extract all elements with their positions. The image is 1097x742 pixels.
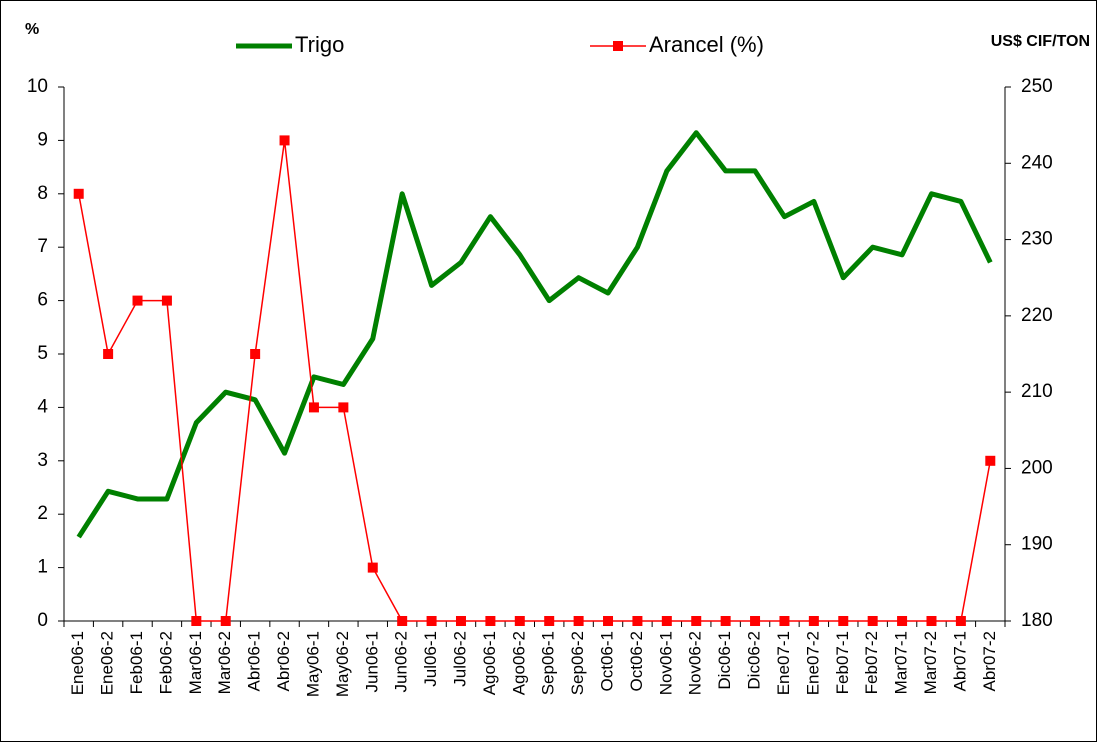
y2-tick-label: 240 xyxy=(1021,152,1053,173)
y-tick-label: 3 xyxy=(37,450,48,471)
series-marker xyxy=(897,616,908,626)
x-tick-label: Ene06-1 xyxy=(68,631,87,695)
series-marker xyxy=(250,349,261,359)
x-tick-label: Nov06-2 xyxy=(686,631,705,695)
series-marker xyxy=(426,616,437,626)
y-tick-label: 9 xyxy=(37,129,48,150)
x-tick-label: Sep06-1 xyxy=(539,631,558,695)
x-tick-label: Oct06-2 xyxy=(627,631,646,691)
x-tick-label: Dic06-1 xyxy=(715,631,734,690)
series-marker xyxy=(544,616,555,626)
x-tick-label: Oct06-1 xyxy=(598,631,617,691)
series-marker xyxy=(514,616,525,626)
x-tick-label: Mar07-1 xyxy=(892,631,911,694)
x-tick-label: Sep06-2 xyxy=(568,631,587,695)
y-axis-label: % xyxy=(25,21,39,38)
y2-tick-label: 180 xyxy=(1021,610,1053,631)
series-marker xyxy=(808,616,819,626)
x-tick-label: Dic06-2 xyxy=(745,631,764,690)
series-marker xyxy=(838,616,849,626)
series-marker xyxy=(779,616,790,626)
y-tick-label: 10 xyxy=(27,76,48,97)
series-marker xyxy=(661,616,672,626)
y2-axis-label: US$ CIF/TON xyxy=(991,33,1090,50)
x-tick-label: Abr07-2 xyxy=(980,631,999,691)
series-marker xyxy=(750,616,761,626)
series-marker xyxy=(485,616,496,626)
y-tick-label: 6 xyxy=(37,290,48,311)
series-marker xyxy=(132,295,143,306)
series-marker xyxy=(720,616,731,626)
series-marker xyxy=(161,295,172,306)
x-tick-label: Mar06-2 xyxy=(215,631,234,694)
series-marker xyxy=(867,616,878,626)
x-tick-label: Mar07-2 xyxy=(921,631,940,694)
x-tick-label: May06-2 xyxy=(333,631,352,697)
y-tick-label: 5 xyxy=(37,343,48,364)
y2-tick-label: 230 xyxy=(1021,229,1053,250)
legend-label: Arancel (%) xyxy=(649,32,764,57)
x-tick-label: Jul06-2 xyxy=(450,631,469,687)
y2-tick-label: 220 xyxy=(1021,305,1053,326)
x-tick-label: May06-1 xyxy=(303,631,322,697)
series-marker xyxy=(573,616,584,626)
x-tick-label: Ene07-1 xyxy=(774,631,793,695)
series-marker xyxy=(279,135,290,146)
series-marker xyxy=(308,402,319,413)
x-tick-label: Feb06-2 xyxy=(156,631,175,694)
y-tick-label: 8 xyxy=(37,183,48,204)
series-marker xyxy=(632,616,643,626)
series-marker xyxy=(367,562,378,573)
series-marker xyxy=(603,616,614,626)
series-line xyxy=(76,130,993,539)
y-tick-label: 2 xyxy=(37,503,48,524)
x-tick-label: Jun06-2 xyxy=(392,631,411,692)
y-tick-label: 4 xyxy=(37,396,48,417)
series-marker xyxy=(103,349,114,359)
x-tick-label: Abr06-1 xyxy=(245,631,264,691)
x-tick-label: Abr07-1 xyxy=(950,631,969,691)
series-marker xyxy=(73,188,84,199)
series-marker xyxy=(455,616,466,626)
y2-tick-label: 250 xyxy=(1021,76,1053,97)
series-marker xyxy=(985,455,996,466)
x-tick-label: Jul06-1 xyxy=(421,631,440,687)
x-tick-label: Ene06-2 xyxy=(98,631,117,695)
legend-marker xyxy=(613,41,623,51)
series-marker xyxy=(691,616,702,626)
y-tick-label: 1 xyxy=(37,557,48,578)
x-tick-label: Nov06-1 xyxy=(656,631,675,695)
x-tick-label: Ago06-1 xyxy=(480,631,499,695)
y2-tick-label: 210 xyxy=(1021,381,1053,402)
x-tick-label: Abr06-2 xyxy=(274,631,293,691)
x-tick-label: Mar06-1 xyxy=(186,631,205,694)
x-tick-label: Jun06-1 xyxy=(362,631,381,692)
x-tick-label: Ago06-2 xyxy=(509,631,528,695)
x-tick-label: Feb06-1 xyxy=(127,631,146,694)
legend-label: Trigo xyxy=(295,32,344,57)
series-marker xyxy=(955,616,966,626)
series-marker xyxy=(191,616,202,626)
x-tick-label: Feb07-1 xyxy=(833,631,852,694)
series-marker xyxy=(220,616,231,626)
y2-tick-label: 190 xyxy=(1021,534,1053,555)
series-marker xyxy=(397,616,408,626)
y2-tick-label: 200 xyxy=(1021,457,1053,478)
series-marker xyxy=(926,616,937,626)
x-tick-label: Feb07-2 xyxy=(862,631,881,694)
y-tick-label: 0 xyxy=(37,610,48,631)
y-tick-label: 7 xyxy=(37,236,48,257)
x-tick-label: Ene07-2 xyxy=(803,631,822,695)
series-marker xyxy=(338,402,349,413)
